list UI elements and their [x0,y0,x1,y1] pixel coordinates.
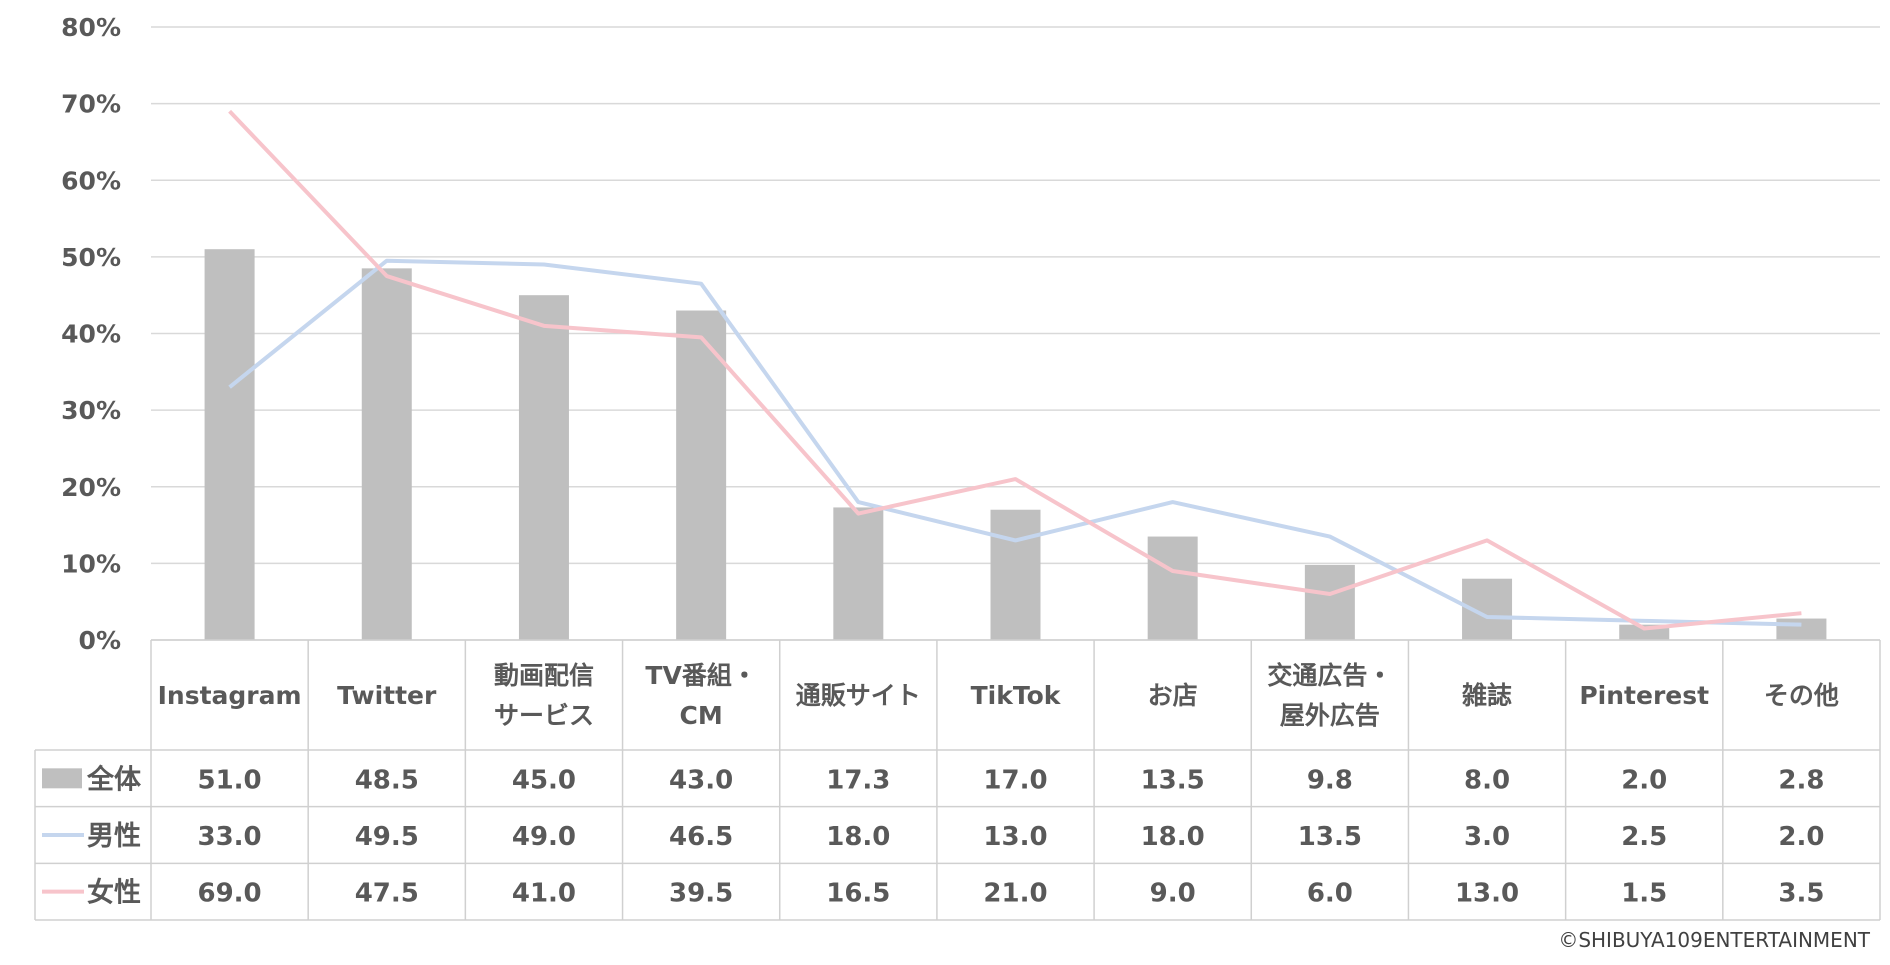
legend-label: 全体 [86,763,142,795]
data-label: 39.5 [669,879,733,909]
data-label: 48.5 [355,765,419,795]
data-label: 2.5 [1621,822,1667,852]
data-label: 3.0 [1464,822,1510,852]
data-label: 13.5 [1141,765,1205,795]
y-tick-label: 20% [61,473,121,502]
category-label: その他 [1764,681,1839,710]
bar [833,507,884,640]
gridlines [151,26,1880,641]
series-line-女性 [228,109,1802,631]
copyright-text: ©SHIBUYA109ENTERTAINMENT [1558,928,1870,952]
category-label: お店 [1148,681,1198,710]
data-label: 18.0 [826,822,890,852]
data-label: 9.0 [1150,879,1196,909]
y-tick-label: 60% [61,166,121,195]
y-tick-label: 0% [79,626,121,655]
data-label: 18.0 [1141,822,1205,852]
category-label: CM [680,701,723,730]
y-tick-label: 80% [61,13,121,42]
data-label: 47.5 [355,879,419,909]
data-label: 49.5 [355,822,419,852]
category-label: Twitter [337,681,437,710]
data-label: 49.0 [512,822,576,852]
category-label: 雑誌 [1461,681,1512,710]
y-tick-label: 30% [61,396,121,425]
data-label: 2.8 [1778,765,1824,795]
data-label: 69.0 [198,879,262,909]
line-series [228,109,1802,631]
data-label: 41.0 [512,879,576,909]
data-label: 17.0 [983,765,1047,795]
data-label: 16.5 [826,879,890,909]
data-label: 1.5 [1621,879,1667,909]
data-label: 2.0 [1778,822,1824,852]
bar [361,268,412,640]
data-label: 13.0 [1455,879,1519,909]
data-label: 33.0 [198,822,262,852]
data-label: 6.0 [1307,879,1353,909]
legend-label: 男性 [87,821,141,852]
category-label: 通販サイト [796,681,921,710]
data-label: 9.8 [1307,765,1353,795]
category-label: Pinterest [1579,681,1709,710]
legend-label: 女性 [87,877,141,909]
bar [1147,536,1198,640]
category-label: 屋外広告 [1280,701,1380,730]
y-tick-label: 40% [61,320,121,349]
bar [990,509,1041,640]
data-label: 51.0 [198,765,262,795]
data-label: 43.0 [669,765,733,795]
data-label: 2.0 [1621,765,1667,795]
data-label: 46.5 [669,822,733,852]
bar [1776,618,1827,640]
data-label: 17.3 [826,765,890,795]
bars-series [204,249,1827,640]
data-label: 13.5 [1298,822,1362,852]
category-label: TV番組・ [645,661,756,690]
data-label: 21.0 [983,879,1047,909]
y-tick-label: 50% [61,243,121,272]
y-tick-label: 10% [61,549,121,578]
bar [1304,564,1355,640]
y-axis-ticks: 0% 10% 20% 30% 40% 50% 60% 70% 80% [61,13,121,655]
bar [518,295,569,640]
category-label: Instagram [158,681,302,710]
data-label: 8.0 [1464,765,1510,795]
category-label: TikTok [971,681,1062,710]
category-label: 動画配信 [494,661,594,690]
data-label: 3.5 [1778,879,1824,909]
series-line-男性 [228,258,1802,627]
data-label: 13.0 [983,822,1047,852]
y-tick-label: 70% [61,90,121,119]
data-label: 45.0 [512,765,576,795]
legend-swatch-bar [42,768,82,789]
bar [204,249,255,640]
category-label: サービス [494,701,594,730]
bar [676,310,727,640]
category-label: 交通広告・ [1267,661,1392,690]
